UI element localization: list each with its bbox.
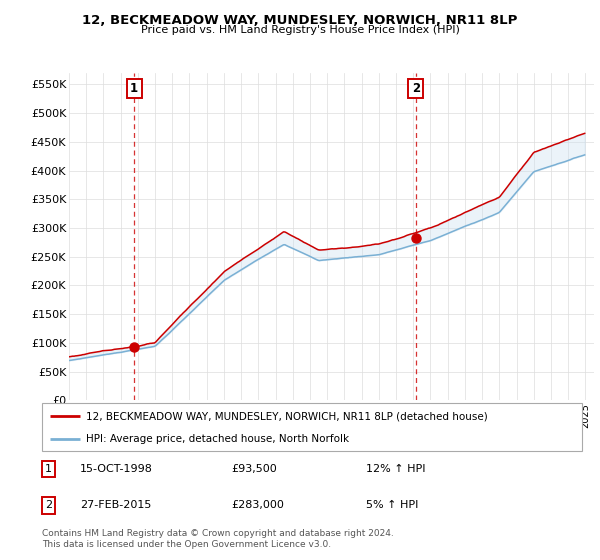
Text: HPI: Average price, detached house, North Norfolk: HPI: Average price, detached house, Nort… xyxy=(86,434,349,444)
Text: 2: 2 xyxy=(412,82,420,95)
Text: £93,500: £93,500 xyxy=(231,464,277,474)
Text: 12, BECKMEADOW WAY, MUNDESLEY, NORWICH, NR11 8LP (detached house): 12, BECKMEADOW WAY, MUNDESLEY, NORWICH, … xyxy=(86,411,488,421)
Text: 1: 1 xyxy=(130,82,139,95)
Text: £283,000: £283,000 xyxy=(231,501,284,510)
FancyBboxPatch shape xyxy=(42,403,582,451)
Text: 15-OCT-1998: 15-OCT-1998 xyxy=(80,464,152,474)
Text: Price paid vs. HM Land Registry's House Price Index (HPI): Price paid vs. HM Land Registry's House … xyxy=(140,25,460,35)
Text: 12% ↑ HPI: 12% ↑ HPI xyxy=(366,464,425,474)
Text: 1: 1 xyxy=(45,464,52,474)
Text: 5% ↑ HPI: 5% ↑ HPI xyxy=(366,501,418,510)
Text: 12, BECKMEADOW WAY, MUNDESLEY, NORWICH, NR11 8LP: 12, BECKMEADOW WAY, MUNDESLEY, NORWICH, … xyxy=(82,14,518,27)
Text: Contains HM Land Registry data © Crown copyright and database right 2024.
This d: Contains HM Land Registry data © Crown c… xyxy=(42,529,394,549)
Text: 2: 2 xyxy=(45,501,52,510)
Text: 27-FEB-2015: 27-FEB-2015 xyxy=(80,501,151,510)
